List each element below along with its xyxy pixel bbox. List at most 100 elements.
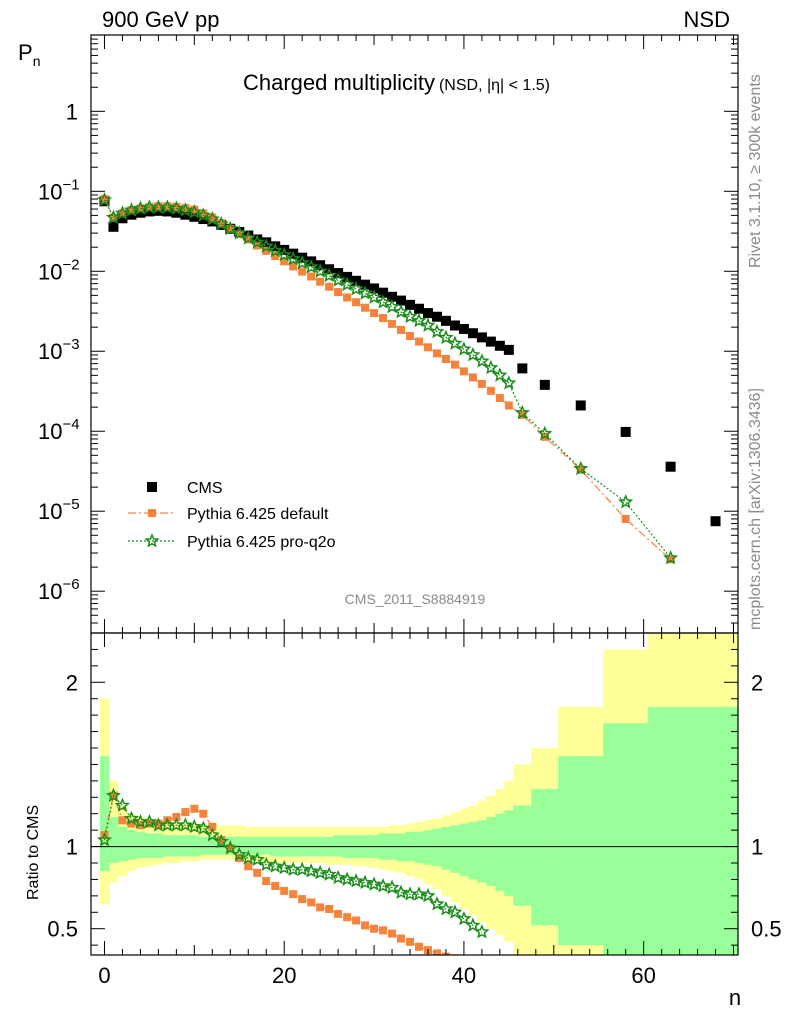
collision-label: 900 GeV pp [102, 7, 219, 32]
x-tick-label: 40 [452, 963, 476, 988]
pythia-6-425-pro-q2o-point [402, 308, 418, 324]
cms-point [431, 311, 442, 322]
pythia-6-425-default-point [343, 293, 352, 302]
pythia-6-425-pro-q2o-point [213, 216, 229, 231]
ratio-plot-frame [90, 632, 739, 956]
pythia-6-425-pro-q2o-ratio-point [357, 874, 373, 890]
ratio-y-tick-label-right: 2 [751, 670, 763, 695]
cms-point [189, 211, 200, 222]
pythia-6-425-default-ratio-point [352, 916, 361, 925]
cms-point [405, 299, 416, 310]
cms-point [180, 209, 191, 220]
band-green-bin [459, 823, 469, 877]
pythia-6-425-default-ratio-point [208, 822, 217, 831]
pythia-6-425-pro-q2o-point [501, 375, 517, 390]
pythia-6-425-default-point [666, 555, 675, 564]
chart-title-note: (NSD, |η| < 1.5) [439, 77, 550, 94]
pythia-6-425-default-ratio-point [118, 816, 127, 825]
cms-point [117, 213, 128, 224]
pythia-6-425-pro-q2o-ratio-point [411, 886, 427, 901]
cms-point [539, 379, 550, 390]
pythia-6-425-pro-q2o-point [618, 494, 634, 509]
ratio-y-tick-label-right: 0.5 [751, 917, 782, 942]
pythia-6-425-pro-q2o-ratio-point [222, 840, 238, 855]
pythia-6-425-default-point [307, 272, 316, 281]
legend-label-cms: CMS [187, 480, 223, 497]
chart-title: Charged multiplicity (NSD, |η| < 1.5) [243, 70, 550, 95]
legend: CMS Pythia 6.425 default Pythia 6.425 pro-… [128, 480, 336, 551]
y-axis-label: Pn [18, 40, 40, 69]
pythia-6-425-default-ratio-point [145, 819, 154, 828]
x-tick-label: 20 [272, 963, 296, 988]
y-tick-label: 10−6 [38, 576, 80, 604]
y-tick-label: 10−4 [38, 416, 80, 444]
pythia-6-425-default-ratio-point [397, 934, 406, 943]
mcplots-label: mcplots.cern.ch [arXiv:1306.3436] [747, 388, 764, 630]
pythia-6-425-default-point [495, 394, 504, 403]
pythia-6-425-default-point [199, 209, 208, 218]
pythia-6-425-default-point [226, 224, 235, 233]
legend-marker-pythia-6-425-pro-q2o [144, 533, 160, 548]
band-green-bin [486, 817, 496, 886]
pythia-6-425-pro-q2o-point [267, 242, 283, 258]
band-green-bin [495, 813, 505, 891]
band-green-bin [180, 835, 191, 857]
band-green-bin [441, 826, 451, 870]
pythia-6-425-pro-q2o-ratio-point [258, 856, 274, 872]
pythia-6-425-default-ratio-point [289, 890, 298, 899]
pythia-6-425-pro-q2o-ratio-point [114, 797, 131, 812]
pythia-6-425-pro-q2o-point [492, 367, 508, 382]
pythia-6-425-pro-q2o-point [186, 204, 202, 219]
pythia-6-425-pro-q2o-point [240, 230, 256, 245]
band-green-bin [135, 831, 146, 859]
pythia-6-425-pro-q2o-point [465, 346, 481, 362]
pythia-6-425-default-ratio-point [414, 942, 423, 951]
pythia-6-425-default-ratio-point [334, 909, 343, 918]
band-green-bin [468, 821, 478, 880]
pythia-6-425-default-ratio-point [298, 895, 307, 904]
pythia-6-425-default-point [280, 257, 289, 266]
cms-point [369, 283, 380, 294]
pythia-6-425-default-ratio-point [271, 882, 280, 890]
band-green-bin [189, 835, 200, 857]
pythia-6-425-default-point [441, 355, 450, 364]
pythia-6-425-default-point [262, 246, 271, 255]
pythia-6-425-pro-q2o-point [384, 298, 400, 314]
pythia-6-425-default-ratio-point [253, 868, 262, 877]
pythia-6-425-pro-q2o-point [573, 460, 589, 476]
pythia-6-425-pro-q2o-ratio-point [438, 901, 454, 916]
pythia-6-425-pro-q2o-ratio-point [456, 910, 472, 926]
pythia-6-425-default-point [154, 202, 163, 211]
cms-point [252, 234, 263, 245]
cms-point [494, 340, 505, 351]
pythia-6-425-pro-q2o-point [366, 289, 382, 304]
pythia-6-425-default-ratio-point [280, 886, 289, 895]
pythia-6-425-default-ratio-point [370, 924, 379, 933]
pythia-6-425-pro-q2o-point [177, 202, 193, 217]
pythia-6-425-default-point [217, 219, 226, 228]
cms-point [440, 315, 451, 326]
pythia-6-425-pro-q2o-point [321, 267, 337, 283]
rivet-label: Rivet 3.1.10, ≥ 300k events [747, 74, 764, 268]
pythia-6-425-pro-q2o-point [159, 199, 175, 214]
pythia-6-425-default-ratio-point [307, 898, 316, 907]
pythia-6-425-default-ratio-point [406, 937, 415, 946]
pythia-6-425-pro-q2o-point [303, 259, 319, 274]
pythia-6-425-default-point [414, 337, 423, 346]
band-green-bin [171, 835, 182, 857]
band-green-bin [423, 830, 433, 865]
band-green-bin [144, 833, 155, 859]
band-green-bin [126, 830, 137, 860]
band-green-bin [603, 723, 649, 955]
pythia-6-425-default-ratio-point [127, 819, 136, 828]
pythia-6-425-pro-q2o-point [514, 404, 530, 420]
pythia-6-425-pro-q2o-ratio-point [231, 846, 247, 862]
band-green-bin [648, 706, 738, 955]
pythia-6-425-pro-q2o-ratio-point [204, 827, 220, 842]
pythia-6-425-default-ratio-point [172, 813, 181, 821]
pythia-6-425-pro-q2o-line [103, 199, 672, 559]
pythia-6-425-pro-q2o-point [483, 359, 499, 375]
y-tick-label: 10−5 [38, 496, 80, 524]
cms-point [503, 344, 514, 355]
cms-point [458, 323, 469, 334]
